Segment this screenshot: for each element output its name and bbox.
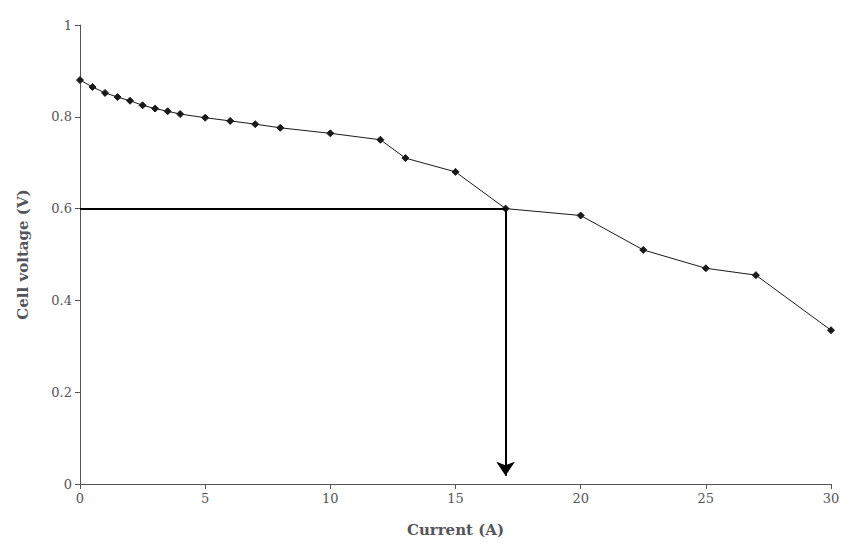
svg-text:0.6: 0.6: [51, 201, 72, 216]
svg-text:25: 25: [698, 491, 715, 506]
svg-text:0.4: 0.4: [51, 293, 72, 308]
svg-text:30: 30: [823, 491, 840, 506]
svg-text:20: 20: [572, 491, 589, 506]
svg-text:Cell voltage (V): Cell voltage (V): [14, 189, 32, 319]
svg-text:0: 0: [64, 477, 72, 492]
svg-text:1: 1: [64, 18, 72, 33]
svg-text:5: 5: [201, 491, 209, 506]
svg-text:0.2: 0.2: [51, 385, 72, 400]
svg-text:10: 10: [322, 491, 339, 506]
svg-text:0: 0: [76, 491, 84, 506]
svg-text:Current (A): Current (A): [407, 521, 504, 539]
svg-text:15: 15: [447, 491, 464, 506]
svg-text:0.8: 0.8: [51, 109, 72, 124]
